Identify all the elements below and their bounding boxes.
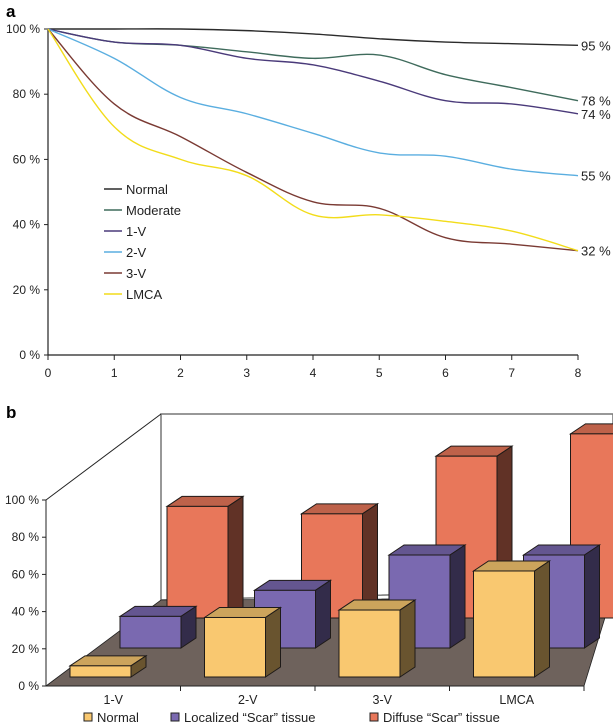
- y-tick-label: 0 %: [19, 348, 40, 362]
- y-tick-label: 80 %: [13, 87, 41, 101]
- y-tick-label: 40 %: [12, 605, 40, 619]
- bar-front-face: [204, 616, 266, 678]
- x-tick-label: 8: [575, 366, 582, 380]
- x-tick-label: 2: [177, 366, 184, 380]
- x-tick-label: 7: [508, 366, 515, 380]
- line-series-lmca: [47, 28, 579, 252]
- y-tick-label: 80 %: [12, 530, 40, 544]
- y-tick-label: 20 %: [12, 642, 40, 656]
- panel-b: b 0 %20 %40 %60 %80 %100 %1-V 2-V 3-V LMCA …: [5, 403, 613, 725]
- legend-swatch: [170, 712, 180, 722]
- bar-normal-lmca: [471, 560, 552, 678]
- panel-a-end-labels: 95 % 78 %74 % 55 % 32 %: [581, 38, 611, 258]
- bar-side-face: [399, 599, 416, 678]
- legend-label: Normal: [97, 710, 139, 725]
- y-tick-label: 40 %: [13, 218, 41, 232]
- panel-a: a 0 % 20 % 40 % 60 % 80 % 100 % 0 1 2 3 4 5 6 7 8 95 %…: [6, 2, 611, 380]
- end-value-label: 32 %: [581, 244, 611, 259]
- y-tick-label: 100 %: [5, 493, 39, 507]
- legend-swatch: [369, 712, 379, 722]
- legend-swatch: [83, 712, 93, 722]
- category-label: 1-V: [104, 693, 124, 707]
- x-tick-label: 4: [310, 366, 317, 380]
- x-tick-label: 6: [442, 366, 449, 380]
- bar-front-face: [473, 570, 535, 678]
- y-tick-label: 0 %: [18, 679, 39, 693]
- y-tick-label: 60 %: [12, 567, 40, 581]
- category-label: LMCA: [499, 693, 534, 707]
- legend-label: LMCA: [126, 287, 162, 302]
- legend-label: 1-V: [126, 224, 147, 239]
- panel-a-axes: 0 % 20 % 40 % 60 % 80 % 100 % 0 1 2 3 4 5 6 7 8: [6, 22, 582, 380]
- x-tick-label: 0: [45, 366, 52, 380]
- panel-b-axes: 0 % 20 % 40 % 60 % 80 % 100 % 1-V 2-V 3-V LMCA: [5, 493, 585, 707]
- line-series-normal: [47, 28, 579, 46]
- legend-label: 3-V: [126, 266, 147, 281]
- bar-side-face: [265, 606, 281, 678]
- bar-front-face: [119, 615, 182, 649]
- legend-label: Moderate: [126, 203, 181, 218]
- end-value-label: 74 %: [581, 107, 611, 122]
- side-wall-top-edge: [45, 413, 162, 501]
- legend-label: 2-V: [126, 245, 147, 260]
- bar-normal-3-v: [337, 599, 417, 678]
- bar-front-face: [338, 609, 401, 678]
- panel-a-lines: [47, 28, 579, 252]
- panel-b-legend: Normal Localized “Scar” tissue Diffuse “Sc…: [83, 710, 500, 725]
- y-tick-label: 100 %: [6, 22, 40, 36]
- bar-front-face: [69, 665, 132, 678]
- line-series-1-v: [47, 28, 579, 115]
- line-series-3-v: [47, 28, 579, 252]
- category-label: 3-V: [373, 693, 393, 707]
- x-tick-label: 1: [111, 366, 118, 380]
- x-tick-label: 5: [376, 366, 383, 380]
- end-value-label: 78 %: [581, 94, 611, 109]
- panel-a-label: a: [6, 2, 16, 21]
- bar-localized-1-v: [118, 605, 198, 649]
- panel-a-legend: Normal Moderate 1-V 2-V 3-V LMCA: [104, 182, 181, 302]
- legend-label: Diffuse “Scar” tissue: [383, 710, 500, 725]
- panel-b-label: b: [6, 403, 16, 422]
- bar-side-face: [584, 544, 600, 649]
- bar-normal-2-v: [202, 606, 283, 678]
- bar-diffuse-1-v: [165, 495, 245, 619]
- bar-side-face: [315, 579, 331, 649]
- x-tick-label: 3: [243, 366, 250, 380]
- bar-side-face: [534, 560, 550, 678]
- end-value-label: 95 %: [581, 38, 611, 53]
- legend-label: Localized “Scar” tissue: [184, 710, 316, 725]
- bar-front-face: [166, 505, 229, 619]
- bar-side-face: [227, 495, 244, 619]
- bar-normal-1-v: [68, 654, 148, 678]
- category-label: 2-V: [238, 693, 258, 707]
- y-tick-label: 20 %: [13, 283, 41, 297]
- y-tick-label: 60 %: [13, 152, 41, 166]
- line-series-2-v: [47, 28, 579, 177]
- panel-b-bars: [68, 423, 613, 678]
- legend-label: Normal: [126, 182, 168, 197]
- end-value-label: 55 %: [581, 169, 611, 184]
- bar-side-face: [449, 544, 466, 649]
